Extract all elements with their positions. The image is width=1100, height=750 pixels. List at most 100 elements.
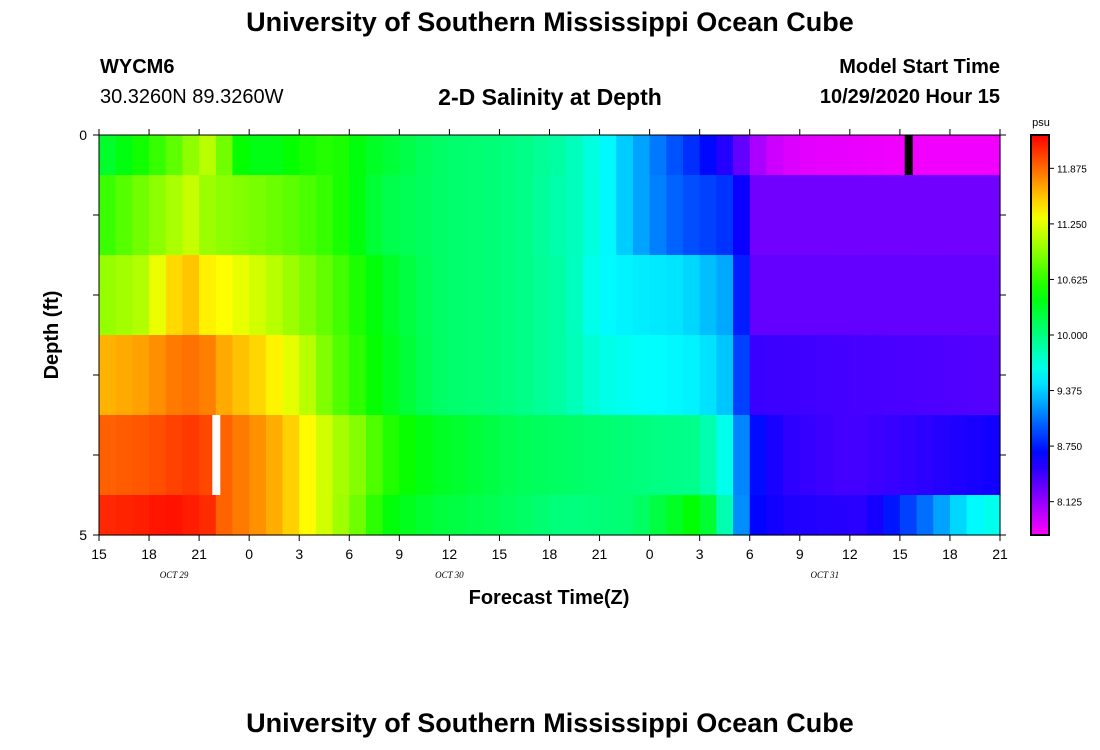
heatmap-cell xyxy=(899,175,918,256)
heatmap-cell xyxy=(199,175,217,256)
heatmap-cell xyxy=(716,335,734,416)
heatmap-cell xyxy=(399,495,417,536)
heatmap-cell xyxy=(866,335,884,416)
heatmap-cell xyxy=(382,495,400,536)
heatmap-cell xyxy=(215,335,234,416)
heatmap-cell xyxy=(165,495,184,536)
heatmap-cell xyxy=(365,175,384,256)
heatmap-cell xyxy=(532,175,551,256)
heatmap-cell xyxy=(816,255,834,336)
heatmap-cell xyxy=(215,135,234,176)
heatmap-cell xyxy=(282,415,300,496)
colorbar-gradient-bar xyxy=(1030,134,1050,536)
heatmap-cell xyxy=(983,135,1001,176)
heatmap-cell xyxy=(933,495,951,536)
heatmap-cell xyxy=(766,135,784,176)
x-tick-label: 12 xyxy=(442,546,458,562)
heatmap-cell xyxy=(215,175,234,256)
heatmap-cell xyxy=(149,415,167,496)
heatmap-cell xyxy=(799,255,818,336)
heatmap-cell xyxy=(249,415,267,496)
heatmap-cell xyxy=(599,495,617,536)
heatmap-cell xyxy=(349,335,367,416)
heatmap-cell xyxy=(582,415,601,496)
heatmap-cell xyxy=(332,335,350,416)
heatmap-cell xyxy=(265,255,284,336)
heatmap-cell xyxy=(582,255,601,336)
heatmap-cell xyxy=(949,415,968,496)
heatmap-cell xyxy=(866,415,884,496)
heatmap-cell xyxy=(466,255,484,336)
heatmap-cell xyxy=(983,255,1001,336)
heatmap-cell xyxy=(466,495,484,536)
heatmap-cell xyxy=(966,255,984,336)
heatmap-cells xyxy=(99,135,1001,536)
heatmap-cell xyxy=(399,415,417,496)
heatmap-cell xyxy=(499,415,517,496)
heatmap-cell xyxy=(182,135,200,176)
heatmap-cell xyxy=(783,415,801,496)
heatmap-cell xyxy=(499,335,517,416)
heatmap-cell xyxy=(382,135,400,176)
heatmap-cell xyxy=(449,415,467,496)
heatmap-cell xyxy=(416,335,434,416)
y-tick-label: 0 xyxy=(79,127,87,143)
heatmap-cell xyxy=(666,255,684,336)
heatmap-cell xyxy=(449,175,467,256)
heatmap-cell xyxy=(232,135,250,176)
heatmap-cell xyxy=(766,335,784,416)
heatmap-cell xyxy=(582,335,601,416)
heatmap-cell xyxy=(315,335,334,416)
heatmap-cell xyxy=(399,255,417,336)
heatmap-cell xyxy=(149,135,167,176)
x-tick-label: 21 xyxy=(992,546,1008,562)
heatmap-cell xyxy=(716,255,734,336)
model-start-label: Model Start Time xyxy=(839,56,1000,78)
heatmap-cell xyxy=(132,255,150,336)
x-tick-label: 15 xyxy=(91,546,107,562)
heatmap-cell xyxy=(816,335,834,416)
footer-title: University of Southern Mississippi Ocean… xyxy=(246,708,854,738)
x-tick-label: 3 xyxy=(696,546,704,562)
x-tick-label: 0 xyxy=(646,546,654,562)
heatmap-cell xyxy=(616,175,634,256)
heatmap-cell xyxy=(983,495,1001,536)
heatmap-cell xyxy=(866,175,884,256)
heatmap-cell xyxy=(349,415,367,496)
heatmap-cell xyxy=(566,495,584,536)
heatmap-cell xyxy=(582,175,601,256)
heatmap-cell xyxy=(432,495,450,536)
heatmap-cell xyxy=(599,135,617,176)
heatmap-cell xyxy=(682,335,701,416)
heatmap-cell xyxy=(566,135,584,176)
heatmap-cell xyxy=(132,135,150,176)
heatmap-cell xyxy=(549,175,567,256)
heatmap-cell xyxy=(649,135,667,176)
x-tick-label: 18 xyxy=(542,546,558,562)
heatmap-cell xyxy=(733,335,751,416)
heatmap-cell xyxy=(482,495,501,536)
heatmap-cell xyxy=(299,255,317,336)
heatmap-cell xyxy=(666,175,684,256)
heatmap-cell xyxy=(332,255,350,336)
heatmap-cell xyxy=(416,415,434,496)
heatmap-cell xyxy=(249,175,267,256)
heatmap-cell xyxy=(365,495,384,536)
heatmap-cell xyxy=(115,495,133,536)
heatmap-cell xyxy=(916,255,934,336)
heatmap-cell xyxy=(299,335,317,416)
heatmap-cell xyxy=(632,495,651,536)
heatmap-cell xyxy=(382,415,400,496)
heatmap-cell xyxy=(532,335,551,416)
heatmap-cell xyxy=(149,335,167,416)
heatmap-cell xyxy=(566,335,584,416)
heatmap-cell xyxy=(132,495,150,536)
heatmap-cell xyxy=(315,495,334,536)
heatmap-cell xyxy=(632,335,651,416)
heatmap-cell xyxy=(299,495,317,536)
heatmap-cell xyxy=(482,335,501,416)
x-tick-label: 3 xyxy=(295,546,303,562)
page-title: University of Southern Mississippi Ocean… xyxy=(246,7,854,37)
heatmap-cell xyxy=(566,175,584,256)
heatmap-cell xyxy=(682,135,701,176)
